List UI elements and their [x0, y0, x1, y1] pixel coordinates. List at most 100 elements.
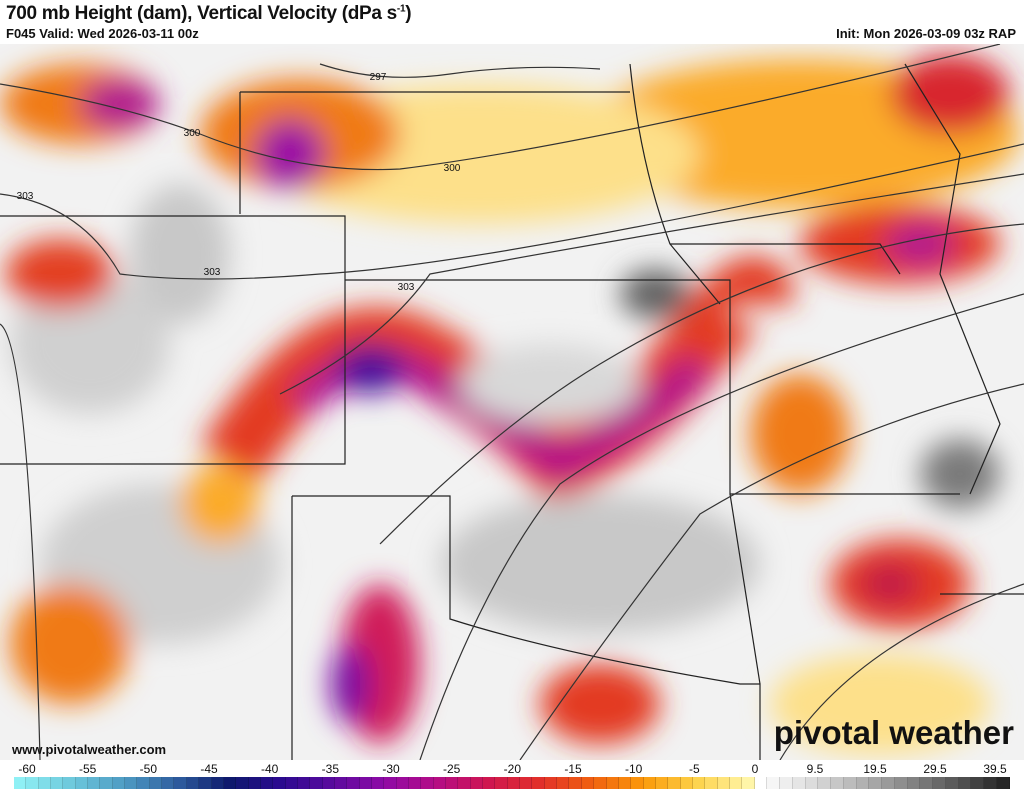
- colorbar-tick-label: -35: [321, 762, 339, 776]
- colorbar-swatch: [211, 777, 224, 789]
- colorbar-tick-label: -60: [18, 762, 36, 776]
- colorbar-swatch: [869, 777, 883, 789]
- contour-label: 303: [398, 282, 415, 293]
- colorbar-swatch: [532, 777, 545, 789]
- colorbar-swatch: [729, 777, 743, 789]
- colorbar-swatch: [933, 777, 946, 789]
- colorbar-swatch: [606, 777, 619, 789]
- colorbar-swatch: [446, 777, 459, 789]
- colorbar-swatch: [396, 777, 409, 789]
- colorbar-swatch: [894, 777, 908, 789]
- colorbar-swatch: [754, 777, 768, 789]
- contour-label: 300: [444, 163, 461, 174]
- colorbar-tick-label: -55: [78, 762, 97, 776]
- colorbar-swatch: [162, 777, 175, 789]
- colorbar-swatch: [907, 777, 921, 789]
- colorbar-swatch: [149, 777, 163, 789]
- contour-label: 303: [204, 267, 221, 278]
- colorbar-swatch: [199, 777, 212, 789]
- colorbar-swatch: [51, 777, 64, 789]
- colorbar-swatch: [631, 777, 644, 789]
- valid-time: F045 Valid: Wed 2026-03-11 00z: [6, 26, 199, 41]
- colorbar-swatch: [248, 777, 261, 789]
- colorbar-swatch: [112, 777, 126, 789]
- colorbar-swatch: [805, 777, 819, 789]
- init-time: Init: Mon 2026-03-09 03z RAP: [836, 26, 1016, 41]
- colorbar-tick-label: -40: [260, 762, 279, 776]
- colorbar-tick-label: 29.5: [923, 762, 947, 776]
- colorbar-tick-label: 0: [751, 762, 759, 776]
- colorbar-labels: -60 -55 -50 -45 -40 -35 -30 -25 -20 -15 -10 -5 0 9.5 1…: [0, 762, 1024, 776]
- colorbar-swatch: [347, 777, 360, 789]
- colorbar-tick-label: 39.5: [983, 762, 1007, 776]
- colorbar-swatch: [260, 777, 274, 789]
- colorbar-swatch: [717, 777, 730, 789]
- title-superscript: -1: [396, 3, 406, 15]
- colorbar-swatch: [843, 777, 857, 789]
- weather-map: 297 300 300 303 303 303: [0, 44, 1024, 760]
- colorbar-swatch: [668, 777, 681, 789]
- title-text: 700 mb Height (dam), Vertical Velocity (…: [6, 3, 397, 24]
- colorbar-swatch: [458, 777, 471, 789]
- colorbar-swatch: [433, 777, 447, 789]
- colorbar-swatch: [384, 777, 397, 789]
- colorbar-swatch: [520, 777, 533, 789]
- colorbar-tick-label: 9.5: [806, 762, 824, 776]
- colorbar-tick-label: -25: [442, 762, 461, 776]
- colorbar-swatch: [483, 777, 496, 789]
- colorbar-swatch: [507, 777, 521, 789]
- colorbar-swatch: [273, 777, 286, 789]
- colorbar-swatch: [643, 777, 656, 789]
- colorbar-swatch: [767, 777, 781, 789]
- colorbar-swatch: [958, 777, 972, 789]
- colorbar-swatch: [236, 777, 249, 789]
- colorbar-swatch: [38, 777, 52, 789]
- colorbar-swatch: [692, 777, 706, 789]
- contour-label: 297: [370, 72, 387, 83]
- colorbar-swatch: [655, 777, 669, 789]
- colorbar-swatch: [581, 777, 595, 789]
- colorbar-swatch: [322, 777, 335, 789]
- colorbar-swatch: [831, 777, 844, 789]
- colorbar-swatch: [557, 777, 570, 789]
- colorbar-swatch: [174, 777, 187, 789]
- colorbar-swatch: [856, 777, 870, 789]
- colorbar-swatch: [409, 777, 422, 789]
- colorbar-tick-label: 19.5: [863, 762, 887, 776]
- contour-label: 303: [17, 191, 34, 202]
- colorbar-tick-label: -10: [624, 762, 643, 776]
- colorbar-swatch: [310, 777, 323, 789]
- colorbar-swatch: [186, 777, 200, 789]
- colorbar-swatch: [100, 777, 113, 789]
- state-borders: [0, 63, 1024, 760]
- colorbar-tick-label: -15: [564, 762, 582, 776]
- colorbar-swatch: [705, 777, 718, 789]
- colorbar-swatch: [618, 777, 632, 789]
- colorbar-swatch: [792, 777, 806, 789]
- colorbar-tick-label: -45: [200, 762, 218, 776]
- colorbar-swatch: [63, 777, 76, 789]
- colorbar-swatch: [984, 777, 997, 789]
- colorbar-swatch: [945, 777, 959, 789]
- colorbar-swatch: [920, 777, 934, 789]
- colorbar-swatch: [780, 777, 793, 789]
- colorbar-swatch: [495, 777, 508, 789]
- colorbar-swatch: [421, 777, 434, 789]
- contour-labels: 297 300 300 303 303 303: [17, 72, 461, 293]
- colorbar-swatch: [26, 777, 39, 789]
- colorbar: [14, 777, 1010, 789]
- colorbar-tick-label: -50: [139, 762, 157, 776]
- height-contours: [0, 44, 1024, 760]
- colorbar-swatch: [742, 777, 755, 789]
- colorbar-tick-label: -5: [688, 762, 700, 776]
- colorbar-swatch: [334, 777, 348, 789]
- chart-title: 700 mb Height (dam), Vertical Velocity (…: [6, 3, 412, 25]
- colorbar-swatch: [544, 777, 558, 789]
- colorbar-swatch: [297, 777, 311, 789]
- colorbar-swatch: [996, 777, 1010, 789]
- colorbar-swatch: [818, 777, 832, 789]
- colorbar-swatch: [371, 777, 385, 789]
- colorbar-swatch: [680, 777, 693, 789]
- colorbar-tick-label: -20: [503, 762, 521, 776]
- colorbar-swatch: [125, 777, 138, 789]
